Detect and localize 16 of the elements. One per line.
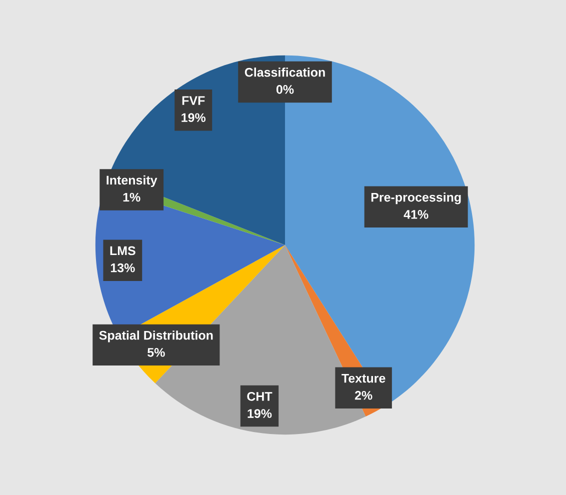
data-label: 5% bbox=[148, 348, 165, 357]
slice-label: LMS bbox=[110, 246, 136, 256]
slice-label: FVF bbox=[182, 96, 205, 105]
data-label: 19% bbox=[248, 409, 272, 418]
data-label: 41% bbox=[404, 210, 428, 219]
data-label: 2% bbox=[354, 390, 372, 400]
category-label: Classification bbox=[244, 68, 325, 77]
data-label: 13% bbox=[110, 263, 135, 272]
text: 0% bbox=[276, 84, 294, 94]
slice-label: Intensity bbox=[106, 175, 158, 188]
data-label: 19% bbox=[182, 113, 206, 122]
slice-label: Pre-processing bbox=[371, 192, 461, 204]
data-label: 1% bbox=[123, 192, 140, 202]
slice-label: Texture bbox=[342, 374, 386, 383]
slice-label: CHT bbox=[247, 392, 272, 401]
slice-label: Spatial Distribution bbox=[99, 330, 213, 342]
